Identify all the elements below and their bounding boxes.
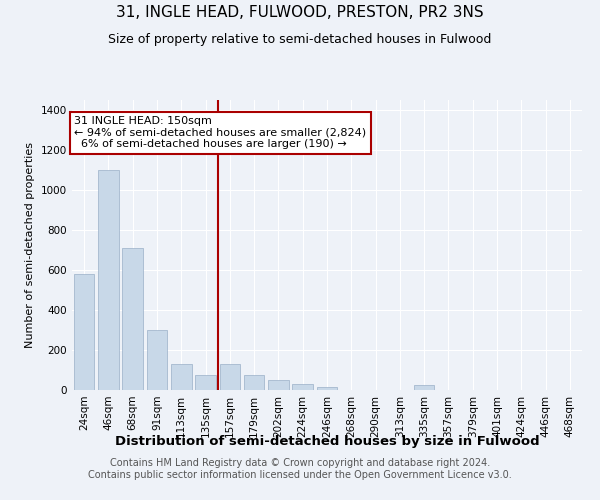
- Bar: [220, 364, 240, 390]
- Bar: [195, 375, 216, 390]
- Bar: [414, 385, 434, 390]
- Bar: [244, 375, 265, 390]
- Bar: [268, 380, 289, 390]
- Bar: [171, 364, 191, 390]
- Bar: [146, 330, 167, 390]
- Y-axis label: Number of semi-detached properties: Number of semi-detached properties: [25, 142, 35, 348]
- Text: Distribution of semi-detached houses by size in Fulwood: Distribution of semi-detached houses by …: [115, 435, 539, 448]
- Bar: [292, 384, 313, 390]
- Text: 31, INGLE HEAD, FULWOOD, PRESTON, PR2 3NS: 31, INGLE HEAD, FULWOOD, PRESTON, PR2 3N…: [116, 5, 484, 20]
- Bar: [98, 170, 119, 390]
- Text: Contains HM Land Registry data © Crown copyright and database right 2024.
Contai: Contains HM Land Registry data © Crown c…: [88, 458, 512, 480]
- Text: Size of property relative to semi-detached houses in Fulwood: Size of property relative to semi-detach…: [109, 32, 491, 46]
- Text: 31 INGLE HEAD: 150sqm
← 94% of semi-detached houses are smaller (2,824)
  6% of : 31 INGLE HEAD: 150sqm ← 94% of semi-deta…: [74, 116, 367, 149]
- Bar: [74, 274, 94, 390]
- Bar: [122, 248, 143, 390]
- Bar: [317, 387, 337, 390]
